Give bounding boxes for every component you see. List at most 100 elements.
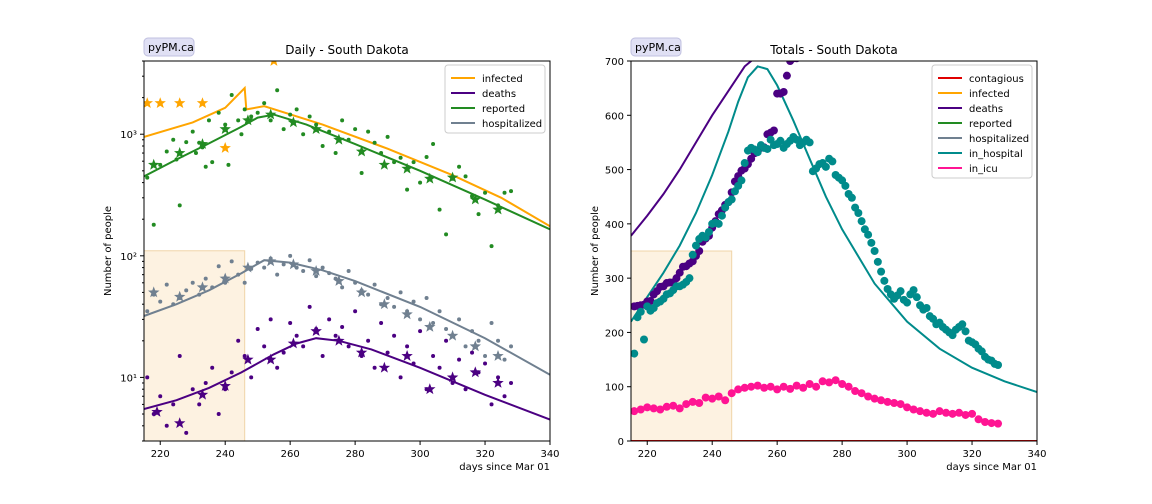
totals-x-tick-label: 280 [833, 449, 852, 460]
daily-point-hospitalized-data [275, 272, 280, 277]
daily-point-reported-data [346, 137, 351, 142]
daily-point-deaths-data [483, 361, 488, 366]
daily-point-reported-data [457, 164, 462, 169]
daily-point-reported-data [405, 187, 410, 192]
totals-x-tick-label: 240 [703, 449, 722, 460]
totals-point-in-icu-data [877, 396, 886, 405]
totals-legend-label-contagious: contagious [969, 74, 1024, 85]
daily-point-hospitalized-data [372, 282, 377, 287]
totals-point-in-hospital-data [847, 193, 856, 202]
daily-point-reported-data [262, 101, 267, 106]
daily-point-deaths-data [236, 338, 241, 343]
daily-point-reported-data [206, 118, 211, 123]
daily-point-hospitalized-7-day [148, 286, 160, 298]
totals-point-in-icu-data [631, 407, 639, 416]
totals-point-in-icu-data [675, 404, 684, 413]
totals-scatter-points [631, 61, 1003, 428]
totals-point-in-icu-data [688, 397, 697, 406]
totals-legend-label-reported: reported [969, 119, 1012, 130]
daily-point-reported-data [151, 222, 156, 227]
daily-point-deaths-data [353, 309, 358, 314]
daily-point-reported-7-day [148, 158, 160, 170]
totals-line-in-hospital [631, 65, 1037, 394]
daily-point-hospitalized-7-day [492, 350, 504, 361]
daily-point-deaths-data [288, 321, 293, 326]
totals-point-in-hospital-data [631, 349, 639, 358]
totals-legend-label-deaths: deaths [969, 104, 1003, 115]
daily-y-tick-label: 10³ [120, 130, 137, 141]
daily-legend-box [444, 64, 546, 134]
daily-point-deaths-data [450, 380, 455, 385]
totals-legend-label-in-hospital: in_hospital [969, 149, 1023, 160]
daily-point-hospitalized-data [476, 338, 481, 343]
daily-point-hospitalized-data [288, 253, 293, 258]
daily-point-reported-data [470, 194, 475, 199]
daily-point-reported-data [476, 212, 481, 217]
daily-x-axis-label: days since Mar 01 [459, 462, 550, 473]
daily-point-reported-7-day [378, 158, 391, 170]
daily-point-hospitalized-7-day [446, 329, 459, 341]
daily-point-reported-7-day [287, 116, 300, 128]
daily-point-hospitalized-data [171, 302, 176, 307]
daily-point-deaths-data [145, 375, 150, 380]
daily-point-hospitalized-data [197, 292, 202, 297]
daily-point-deaths-7-day [265, 353, 277, 365]
totals-badge-text: pyPM.ca [635, 41, 681, 54]
totals-line-deaths [631, 61, 753, 237]
daily-point-reported-data [249, 114, 254, 119]
totals-point-in-icu-data [812, 382, 821, 391]
daily-point-deaths-data [405, 344, 410, 349]
daily-point-reported-data [226, 162, 231, 167]
totals-point-in-hospital-data [714, 219, 723, 228]
daily-legend-label-reported: reported [482, 104, 525, 115]
totals-point-in-icu-data [857, 389, 866, 398]
daily-point-reported-data [353, 127, 358, 132]
totals-point-in-hospital-data [903, 298, 912, 307]
totals-point-in-icu-data [955, 408, 964, 417]
daily-point-deaths-data [444, 338, 449, 343]
totals-point-in-icu-data [721, 396, 730, 405]
daily-point-deaths-7-day [151, 406, 163, 417]
daily-point-reported-data [489, 244, 494, 249]
daily-point-reported-data [411, 160, 416, 165]
totals-point-deaths-data [769, 126, 778, 135]
totals-point-in-icu-data [773, 385, 782, 394]
daily-legend-label-deaths: deaths [482, 89, 516, 100]
totals-point-in-icu-data [643, 403, 652, 412]
daily-point-hospitalized-7-day [196, 281, 209, 293]
daily-point-deaths-7-day [219, 380, 231, 391]
totals-point-in-icu-data [838, 380, 847, 388]
totals-point-in-icu-data [987, 419, 996, 428]
totals-y-tick-label: 300 [605, 274, 624, 285]
totals-point-in-icu-data [864, 392, 873, 401]
totals-x-axis-label: days since Mar 01 [946, 462, 1037, 473]
daily-point-hospitalized-data [314, 274, 319, 279]
daily-point-hospitalized-data [327, 271, 332, 276]
daily-point-reported-data [385, 134, 390, 139]
daily-point-deaths-data [509, 380, 514, 385]
daily-point-hospitalized-7-day [174, 290, 186, 302]
totals-point-in-hospital-data [909, 286, 918, 295]
daily-x-tick-label: 220 [151, 449, 170, 460]
daily-badge-text: pyPM.ca [148, 41, 194, 54]
totals-point-in-hospital-data [867, 238, 876, 247]
daily-point-hospitalized-data [158, 299, 163, 304]
totals-point-in-icu-data [786, 384, 795, 393]
daily-point-reported-data [275, 88, 280, 93]
totals-point-in-hospital-data [740, 159, 749, 168]
daily-point-deaths-data [197, 402, 202, 407]
daily-point-hospitalized-data [184, 288, 189, 293]
totals-point-in-icu-data [818, 377, 827, 386]
daily-point-deaths-data [255, 327, 260, 332]
totals-point-in-icu-data [896, 400, 905, 409]
daily-point-deaths-data [327, 317, 332, 322]
totals-point-in-hospital-data [854, 209, 863, 217]
totals-point-deaths-data [782, 71, 791, 80]
daily-point-deaths-data [203, 380, 208, 385]
daily-y-axis-label: Number of people [103, 206, 114, 296]
daily-point-hospitalized-data [444, 327, 449, 332]
daily-line-deaths [144, 337, 550, 421]
daily-point-hospitalized-data [353, 280, 358, 285]
daily-point-deaths-data [470, 350, 475, 355]
daily-legend: infected deaths reported hospitalized [444, 64, 546, 134]
